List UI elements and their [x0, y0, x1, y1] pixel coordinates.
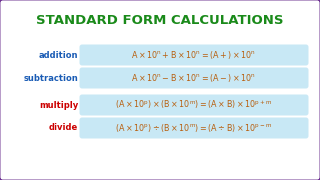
Text: $\mathsf{A \times 10^n + B \times 10^n = (A +) \times 10^n}$: $\mathsf{A \times 10^n + B \times 10^n =… [132, 49, 257, 61]
Text: addition: addition [38, 51, 78, 60]
Text: $\mathsf{A \times 10^n - B \times 10^n = (A -) \times 10^n}$: $\mathsf{A \times 10^n - B \times 10^n =… [132, 72, 257, 84]
Text: divide: divide [49, 123, 78, 132]
Text: $\mathsf{(A \times 10^p) \div (B \times 10^m) = (A \div B) \times 10^{p - m}}$: $\mathsf{(A \times 10^p) \div (B \times … [116, 122, 273, 134]
Text: STANDARD FORM CALCULATIONS: STANDARD FORM CALCULATIONS [36, 14, 284, 26]
Text: multiply: multiply [39, 100, 78, 109]
FancyBboxPatch shape [79, 94, 308, 116]
Text: subtraction: subtraction [23, 73, 78, 82]
FancyBboxPatch shape [79, 118, 308, 138]
FancyBboxPatch shape [79, 68, 308, 89]
FancyBboxPatch shape [79, 44, 308, 66]
Text: $\mathsf{(A \times 10^p) \times (B \times 10^m) = (A \times B) \times 10^{p + m}: $\mathsf{(A \times 10^p) \times (B \time… [116, 99, 273, 111]
